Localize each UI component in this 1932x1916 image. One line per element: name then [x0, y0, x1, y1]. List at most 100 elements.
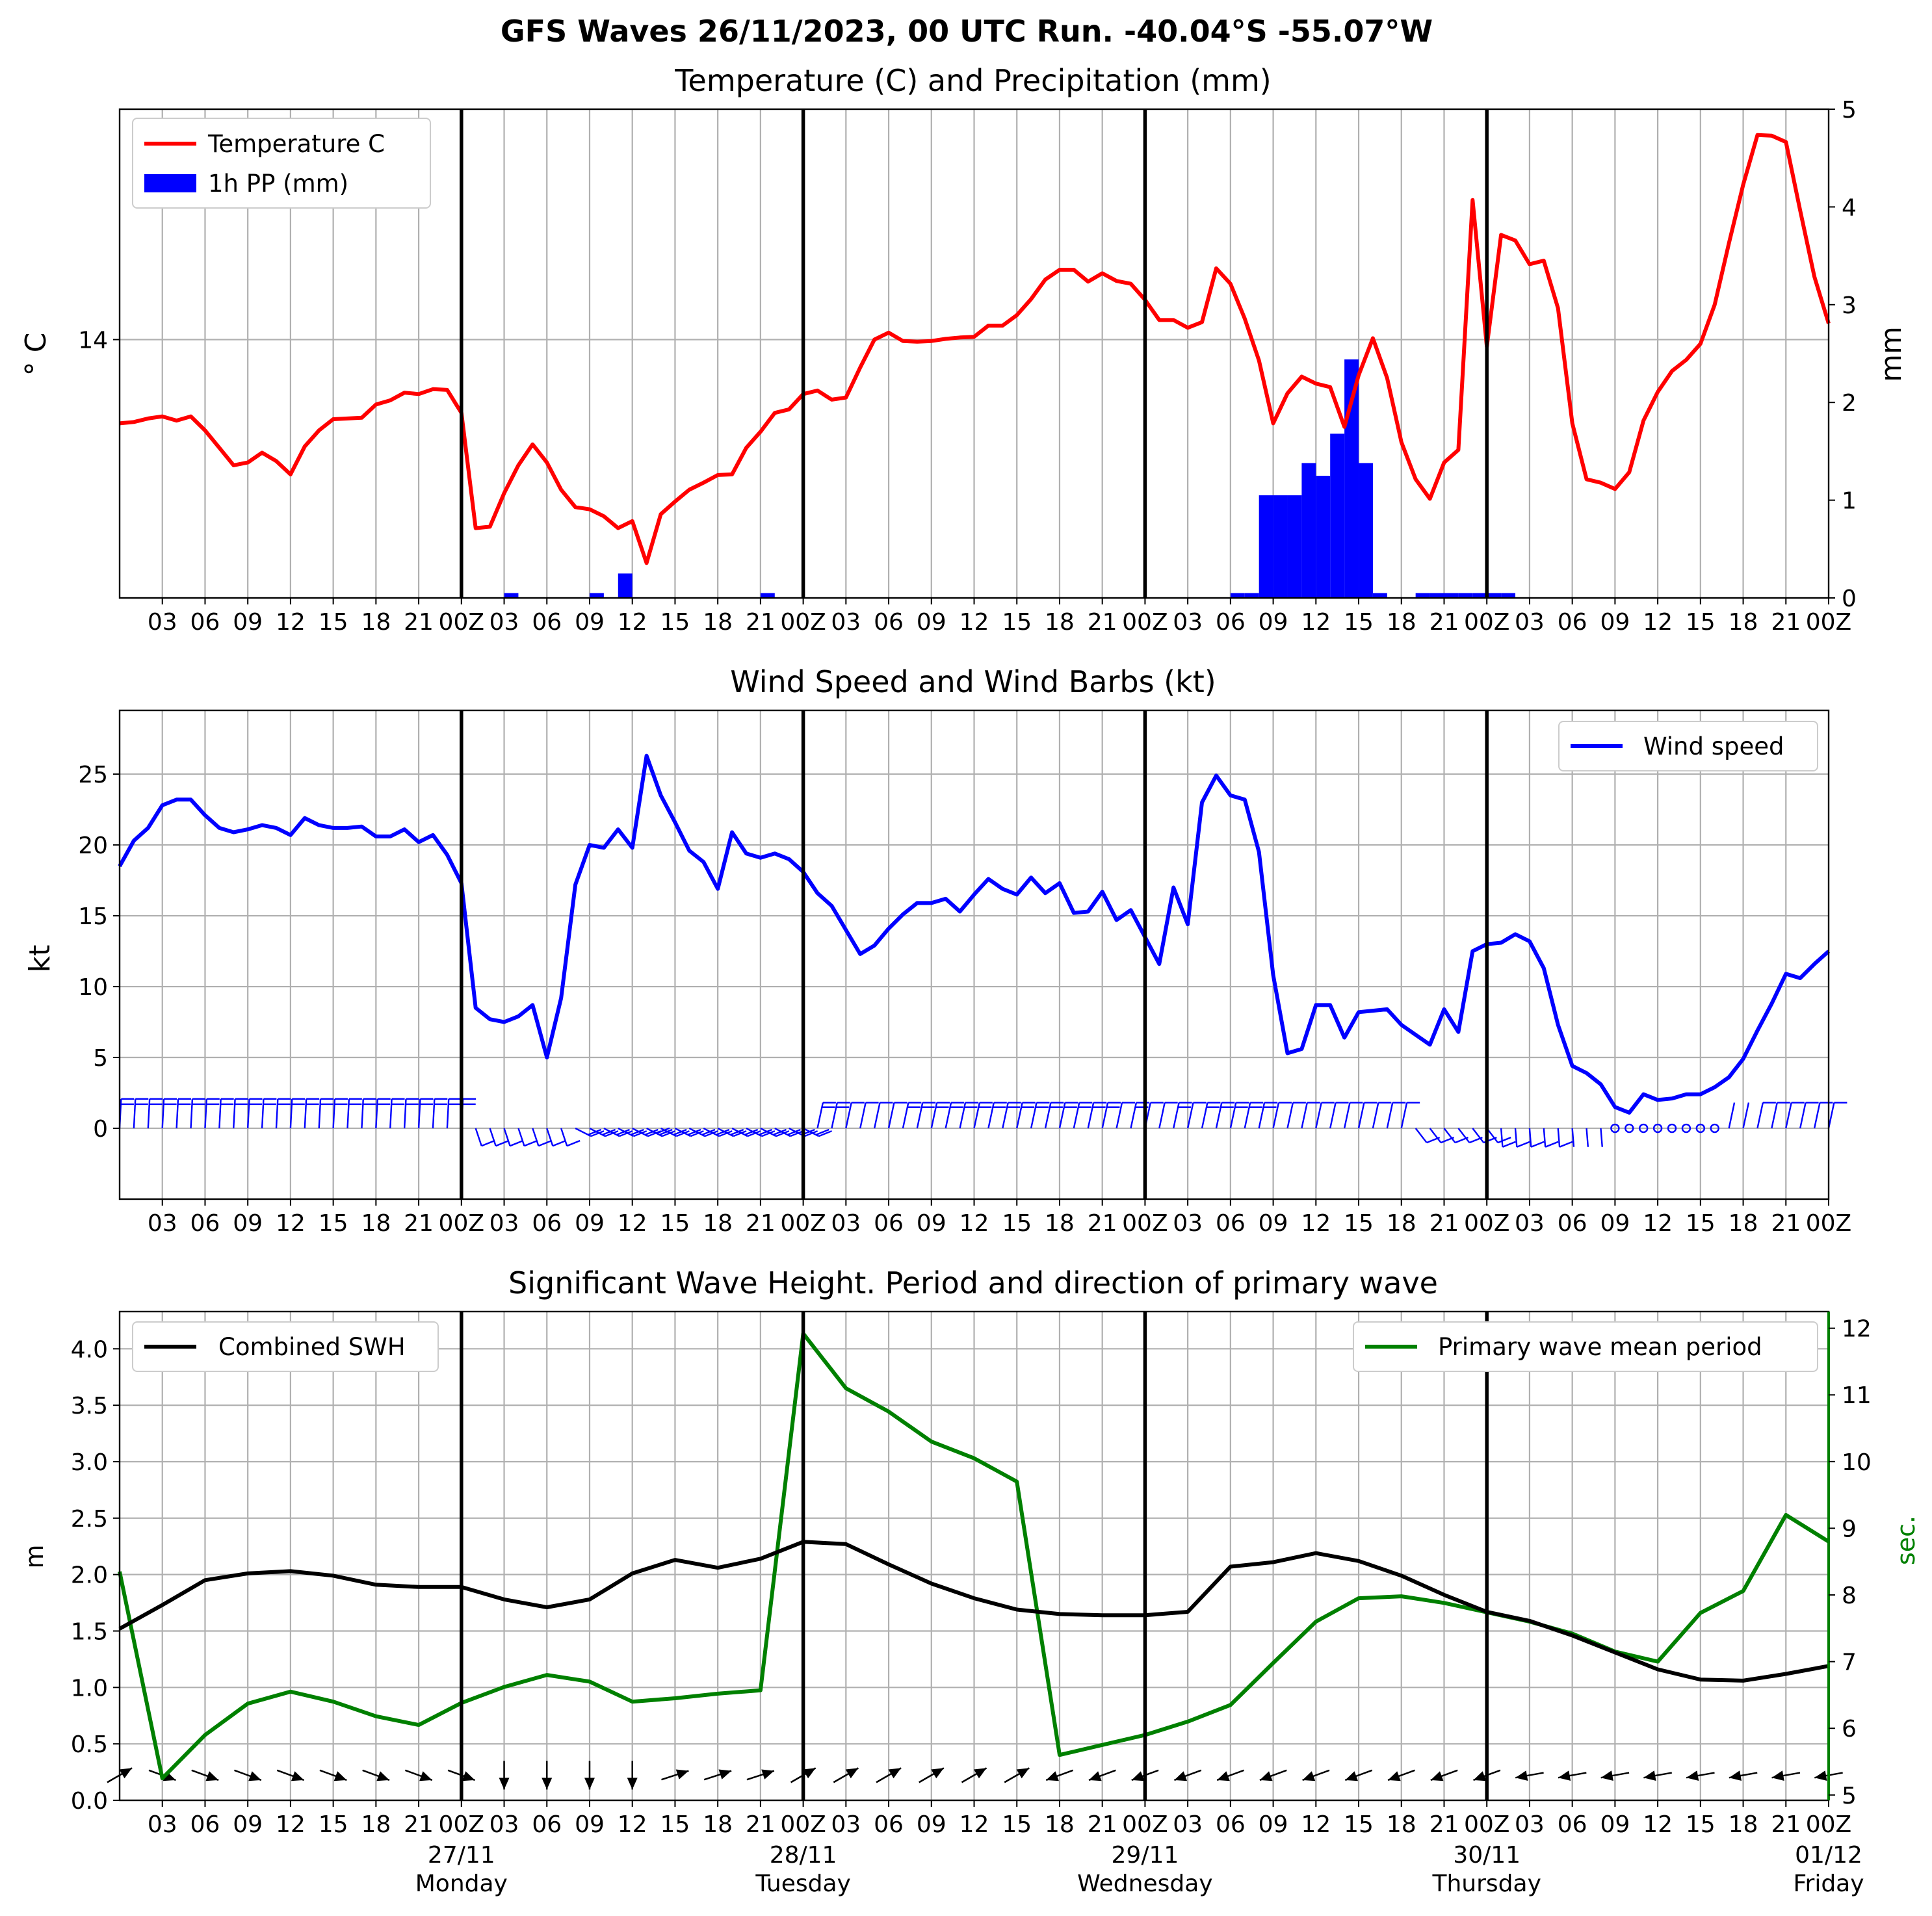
wind-barb-flag — [524, 1139, 538, 1147]
temperature-line — [119, 133, 1831, 565]
wind-barb-calm — [1681, 1123, 1691, 1133]
x-tick-label: 12 — [1301, 609, 1331, 636]
wind-barb-staff — [1514, 1128, 1518, 1147]
wind-barb-calm — [1710, 1123, 1719, 1133]
wind-barb-staff — [1557, 1128, 1561, 1147]
precip-bar — [589, 593, 604, 598]
precip-bar — [1330, 434, 1345, 598]
x-tick-label: 09 — [917, 609, 946, 636]
x-tick-label: 06 — [1558, 1210, 1587, 1237]
x-tick-label: 21 — [1088, 609, 1117, 636]
wave-arrow-head — [584, 1778, 595, 1790]
wind-barb-calm — [1695, 1123, 1706, 1133]
x-tick-label: 00Z — [1806, 1811, 1851, 1838]
wind-barb-staff — [546, 1128, 554, 1146]
wave-arrow-head — [333, 1771, 347, 1781]
wind-barb-flag — [815, 1128, 829, 1136]
wave-arrow-head — [1558, 1770, 1571, 1781]
x-tick-label: 09 — [233, 1811, 263, 1838]
y-tick-label: 10 — [78, 974, 108, 1001]
x-tick-label: 18 — [703, 609, 733, 636]
precip-bar — [1372, 593, 1387, 598]
wind-barb-staff — [1400, 1102, 1408, 1129]
wind-barb-staff — [1742, 1102, 1750, 1129]
wind-barb-staff — [147, 1098, 151, 1129]
wind-barb-flag — [1516, 1141, 1530, 1148]
x-tick-label: 06 — [1216, 1210, 1246, 1237]
wind-barb-calm — [1638, 1123, 1649, 1133]
wave-arrow-head — [1430, 1771, 1444, 1781]
wind-barb-staff — [859, 1102, 867, 1129]
x-tick-label: 18 — [1387, 1811, 1416, 1838]
wind-barb-calm — [1610, 1123, 1620, 1133]
precip-bar — [1487, 593, 1502, 598]
wind-barb-staff — [190, 1098, 194, 1129]
wind-barb-staff — [133, 1098, 137, 1129]
wind-barb-flag — [495, 1139, 510, 1147]
x-tick-label: 00Z — [1464, 1811, 1509, 1838]
wind-barb-flag — [633, 1130, 647, 1137]
wave-title: Significant Wave Height. Period and dire… — [508, 1265, 1438, 1301]
wave-arrow-head — [675, 1769, 689, 1780]
precip-bar — [1444, 593, 1459, 598]
wind-barb-staff — [432, 1098, 436, 1129]
wind-barb-staff — [176, 1098, 179, 1129]
x-tick-label: 12 — [1643, 609, 1673, 636]
wind-barb-flag — [590, 1130, 605, 1137]
precip-bar — [1230, 593, 1245, 598]
x-tick-label: 12 — [959, 609, 989, 636]
x-tick-label: 15 — [1344, 1811, 1374, 1838]
x-tick-label: 18 — [1729, 609, 1758, 636]
wind-barb-flag — [566, 1139, 581, 1147]
x-tick-label: 03 — [1515, 1811, 1545, 1838]
x-tick-label: 06 — [874, 1811, 904, 1838]
wind-barb-staff — [361, 1098, 364, 1129]
period-legend: Primary wave mean period — [1353, 1321, 1818, 1372]
precip-bars — [504, 359, 1516, 598]
x-tick-label: 06 — [1216, 609, 1246, 636]
x-tick-label: 21 — [1771, 1210, 1801, 1237]
wind-barb-staff — [1415, 1128, 1428, 1143]
x-tick-label: 06 — [874, 1210, 904, 1237]
wind-barb-staff — [1543, 1128, 1547, 1147]
wind-barb-staff — [1357, 1102, 1365, 1129]
x-tick-label: 06 — [1216, 1811, 1246, 1838]
wind-barb-staff — [304, 1098, 307, 1129]
wind-barb-staff — [532, 1128, 540, 1146]
x-tick-label: 21 — [1088, 1811, 1117, 1838]
x-tick-label: 18 — [1045, 609, 1075, 636]
precip-bar — [1458, 593, 1473, 598]
wind-barb-staff — [1500, 1128, 1504, 1147]
wind-barb-flag — [687, 1128, 701, 1136]
precip-bar — [1429, 593, 1444, 598]
wind-barb-staff — [1771, 1102, 1778, 1129]
precip-bar — [1316, 476, 1331, 598]
wave-arrow-head — [205, 1771, 219, 1781]
y-tick-label: 15 — [78, 903, 108, 930]
wind-barb-calm — [1652, 1123, 1663, 1133]
y-tick-label: 14 — [78, 328, 108, 354]
x-tick-label: 09 — [575, 609, 605, 636]
precip-bar — [618, 573, 633, 598]
x-tick-label: 03 — [831, 609, 861, 636]
y2-tick-label: 12 — [1842, 1316, 1872, 1343]
x-tick-label: 12 — [1643, 1811, 1673, 1838]
x-tick-label: 00Z — [1464, 609, 1509, 636]
y2-tick-label: 4 — [1842, 194, 1857, 221]
x-tick-label: 00Z — [439, 609, 484, 636]
wave-arrow-head — [542, 1778, 553, 1790]
wind-barb-flag — [718, 1130, 733, 1137]
x-tick-label: 09 — [1600, 1210, 1630, 1237]
wind-barb-flag — [1502, 1141, 1516, 1148]
wave-arrow-head — [803, 1768, 816, 1779]
x-tick-label: 18 — [703, 1811, 733, 1838]
wave-arrow-head — [1643, 1770, 1656, 1781]
wind-barb-staff — [318, 1098, 322, 1129]
wind-title: Wind Speed and Wind Barbs (kt) — [730, 664, 1216, 699]
wind-barb-staff — [1343, 1102, 1351, 1129]
x-tick-label: 06 — [190, 609, 220, 636]
x-tick-label: 18 — [1045, 1811, 1075, 1838]
x-tick-label: 12 — [618, 1210, 647, 1237]
wave-arrow-head — [1729, 1770, 1742, 1781]
wind-barb-staff — [218, 1098, 222, 1129]
